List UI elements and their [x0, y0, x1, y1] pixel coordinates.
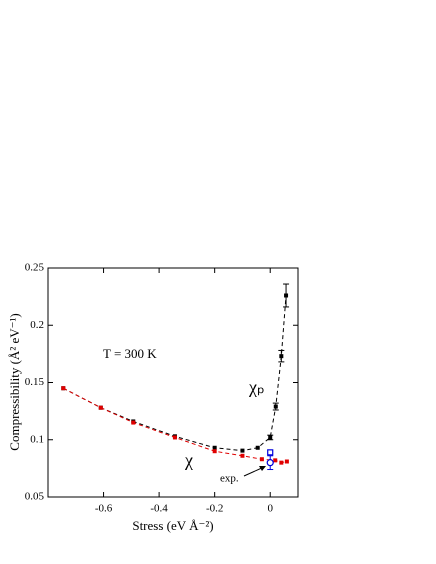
point — [212, 449, 217, 454]
exp-square — [267, 449, 274, 456]
point — [279, 354, 284, 359]
y-tick-label: 0.25 — [25, 262, 45, 274]
series-label: χₚ — [248, 377, 265, 397]
point — [284, 293, 289, 298]
point — [212, 445, 217, 450]
x-axis-label: Stress (eV Å⁻²) — [132, 518, 213, 533]
point — [273, 404, 278, 409]
x-tick-label: 0 — [267, 503, 273, 515]
point — [268, 435, 273, 440]
series-label: χ — [184, 450, 193, 470]
arrow-head — [259, 466, 266, 471]
y-axis-label: Compressibility (Å² eV⁻¹) — [7, 313, 22, 450]
point — [273, 458, 278, 463]
exp-point — [266, 459, 274, 467]
point — [284, 459, 289, 464]
point — [240, 453, 245, 458]
point — [172, 435, 177, 440]
x-tick-label: -0.4 — [150, 503, 168, 515]
series-line — [63, 295, 287, 452]
point — [98, 405, 103, 410]
point — [61, 386, 66, 391]
point — [240, 448, 245, 453]
x-tick-label: -0.6 — [95, 503, 113, 515]
point — [279, 460, 284, 465]
point — [255, 445, 260, 450]
series-line — [63, 387, 287, 464]
x-tick-label: -0.2 — [206, 503, 223, 515]
annotation: T = 300 K — [103, 346, 157, 361]
point — [131, 420, 136, 425]
y-tick-label: 0.15 — [25, 376, 45, 388]
point — [259, 457, 264, 462]
y-tick-label: 0.2 — [30, 319, 44, 331]
y-tick-label: 0.05 — [25, 491, 45, 503]
annotation: exp. — [220, 473, 239, 485]
y-tick-label: 0.1 — [30, 433, 44, 445]
